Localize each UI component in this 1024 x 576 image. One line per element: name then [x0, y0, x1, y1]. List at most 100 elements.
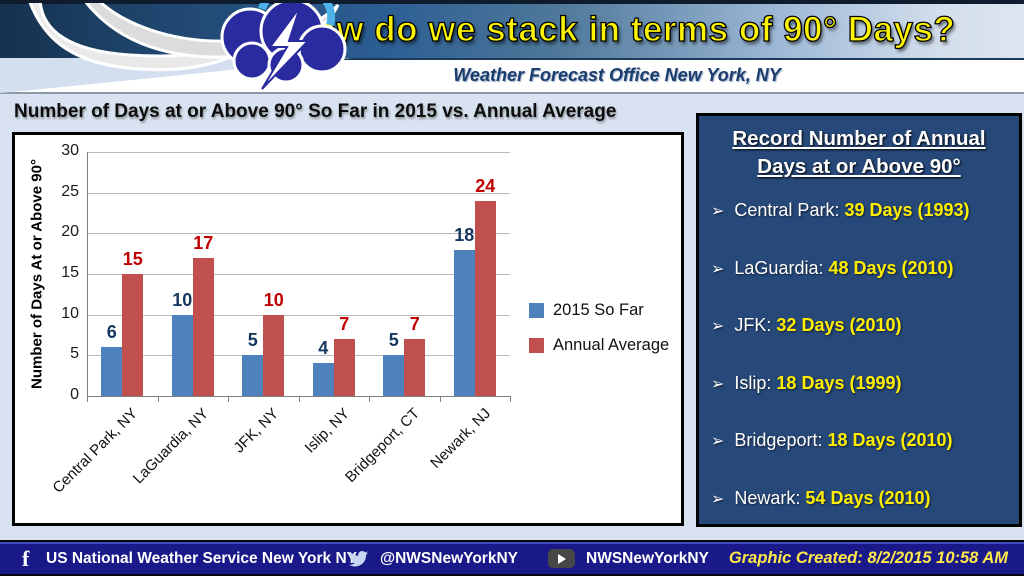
x-tick — [87, 396, 88, 402]
x-label-laguardia-ny: LaGuardia, NY — [129, 405, 212, 488]
page-title: How do we stack in terms of 90° Days? — [288, 9, 956, 49]
facebook-handle: US National Weather Service New York NY — [46, 550, 357, 567]
footer-divider — [0, 542, 1024, 544]
y-tick-10: 10 — [61, 304, 79, 322]
arrow-bullet-icon: ➢ — [711, 316, 725, 335]
graphic-created-timestamp: Graphic Created: 8/2/2015 10:58 AM — [728, 549, 1008, 567]
bar-label-2015-so-far-islip-ny: 4 — [318, 338, 329, 359]
y-tick-5: 5 — [70, 345, 79, 363]
record-location: LaGuardia: — [734, 257, 829, 278]
gridline-5 — [87, 355, 510, 357]
record-item-newark: ➢ Newark: 54 Days (2010) — [711, 488, 1013, 509]
record-location: Central Park: — [734, 200, 845, 220]
record-value: 18 Days (1999) — [776, 372, 902, 393]
y-tick-15: 15 — [61, 264, 79, 281]
bar-label-2015-so-far-bridgeport-ct: 5 — [388, 330, 399, 351]
bar-label-annual-average-central-park-ny: 15 — [122, 249, 143, 269]
x-label-bridgeport-ct: Bridgeport, CT — [342, 405, 424, 486]
legend-item-2015-so-far: 2015 So Far — [529, 301, 669, 320]
arrow-bullet-icon: ➢ — [711, 431, 725, 450]
bar-label-2015-so-far-newark-nj: 18 — [454, 224, 475, 245]
record-item-islip: ➢ Islip: 18 Days (1999) — [711, 373, 1013, 394]
bar-annual-average-laguardia-ny — [192, 257, 214, 396]
arrow-bullet-icon: ➢ — [711, 258, 725, 278]
gridline-25 — [87, 192, 510, 194]
bar-label-2015-so-far-central-park-ny: 6 — [106, 322, 117, 343]
record-item-laguardia: ➢ LaGuardia: 48 Days (2010) — [711, 258, 1013, 279]
bar-annual-average-newark-nj — [474, 200, 496, 396]
y-axis-title: Number of Days At or Above 90° — [28, 159, 46, 389]
bar-2015-so-far-central-park-ny — [101, 347, 123, 396]
youtube-handle: NWSNewYorkNY — [586, 550, 709, 567]
storm-cloud-icon — [220, 3, 347, 90]
arrow-bullet-icon: ➢ — [711, 373, 725, 393]
record-location: JFK: — [734, 315, 777, 335]
x-tick — [298, 396, 300, 402]
x-label-central-park-ny: Central Park, NY — [49, 405, 142, 497]
bar-label-2015-so-far-laguardia-ny: 10 — [172, 289, 193, 310]
legend-item-annual-average: Annual Average — [529, 336, 669, 355]
legend-label-annual-average: Annual Average — [553, 336, 670, 354]
bar-label-annual-average-bridgeport-ct: 7 — [409, 314, 420, 335]
youtube-icon — [548, 549, 575, 568]
x-tick — [228, 396, 229, 402]
record-location: Bridgeport: — [734, 430, 828, 450]
bar-chart: 0 5 10 15 20 25 30 6 15 Central Park, NY 10 17 LaGua… — [12, 132, 684, 526]
gridline-30 — [87, 152, 510, 153]
record-value: 39 Days (1993) — [844, 200, 970, 220]
y-tick-30: 30 — [61, 142, 79, 159]
record-panel: Record Number of Annual Days at or Above… — [696, 113, 1022, 527]
x-label-islip-ny: Islip, NY — [301, 405, 353, 457]
record-value: 54 Days (2010) — [805, 487, 931, 508]
y-tick-0: 0 — [70, 386, 79, 403]
legend-swatch-2015-so-far — [529, 303, 544, 318]
bar-2015-so-far-newark-nj — [453, 249, 475, 396]
nws-logo-icon — [0, 3, 352, 93]
bar-annual-average-jfk-ny — [263, 314, 285, 396]
gridline-20 — [87, 233, 510, 235]
x-tick — [157, 396, 159, 402]
bar-2015-so-far-jfk-ny — [242, 355, 264, 396]
gridline-15 — [87, 274, 510, 275]
bar-label-annual-average-laguardia-ny: 17 — [193, 232, 214, 253]
record-item-central-park: ➢ Central Park: 39 Days (1993) — [711, 200, 1013, 221]
x-tick — [510, 396, 511, 402]
bar-label-annual-average-jfk-ny: 10 — [263, 289, 284, 310]
y-tick-25: 25 — [61, 182, 79, 200]
record-value: 18 Days (2010) — [827, 430, 953, 450]
legend-swatch-annual-average — [529, 338, 544, 353]
record-panel-title: Record Number of Annual Days at or Above… — [732, 127, 986, 179]
bar-annual-average-bridgeport-ct — [404, 339, 426, 396]
bar-2015-so-far-bridgeport-ct — [383, 355, 405, 396]
facebook-icon: f — [22, 546, 30, 571]
record-location: Islip: — [734, 372, 777, 393]
bar-2015-so-far-islip-ny — [312, 363, 334, 396]
bar-annual-average-islip-ny — [333, 339, 355, 396]
footer-bar: f US National Weather Service New York N… — [0, 540, 1024, 576]
bar-2015-so-far-laguardia-ny — [171, 314, 193, 396]
chart-title: Number of Days at or Above 90° So Far in… — [14, 101, 617, 122]
x-tick — [369, 396, 370, 402]
legend-label-2015-so-far: 2015 So Far — [553, 301, 644, 319]
office-subtitle: Weather Forecast Office New York, NY — [453, 65, 781, 85]
bar-annual-average-central-park-ny — [122, 274, 144, 396]
y-axis-line — [87, 152, 88, 401]
twitter-handle: @NWSNewYorkNY — [380, 550, 518, 567]
record-item-bridgeport: ➢ Bridgeport: 18 Days (2010) — [711, 430, 1013, 451]
bar-label-annual-average-islip-ny: 7 — [339, 314, 350, 335]
record-item-jfk: ➢ JFK: 32 Days (2010) — [711, 315, 1013, 336]
y-tick-20: 20 — [61, 223, 79, 241]
bar-label-2015-so-far-jfk-ny: 5 — [247, 330, 258, 351]
arrow-bullet-icon: ➢ — [711, 201, 725, 220]
arrow-bullet-icon: ➢ — [711, 488, 725, 508]
twitter-icon — [348, 551, 369, 567]
record-location: Newark: — [734, 487, 806, 508]
chart-legend: 2015 So Far Annual Average — [529, 301, 669, 371]
record-value: 48 Days (2010) — [828, 257, 954, 278]
gridline-10 — [87, 314, 510, 316]
record-value: 32 Days (2010) — [776, 315, 902, 335]
x-label-newark-nj: Newark, NJ — [426, 405, 494, 472]
bar-label-annual-average-newark-nj: 24 — [475, 175, 496, 196]
x-label-jfk-ny: JFK, NY — [230, 405, 283, 457]
